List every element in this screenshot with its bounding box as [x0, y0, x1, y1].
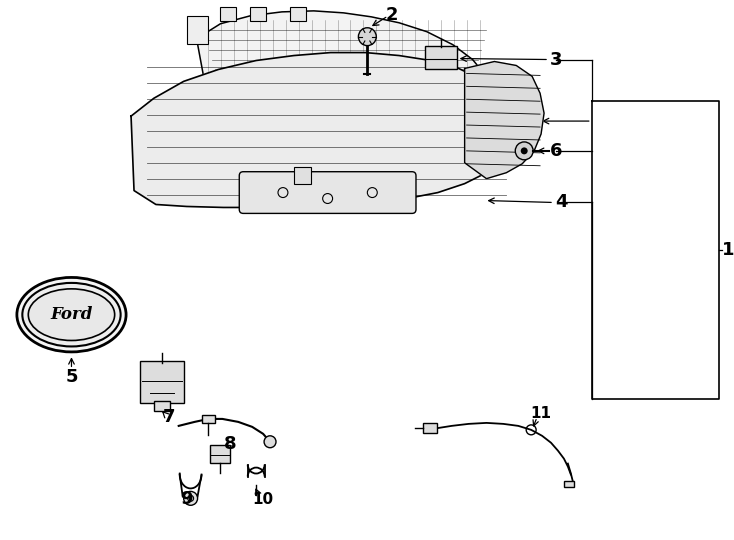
Text: 2: 2 [386, 6, 399, 24]
FancyBboxPatch shape [140, 361, 184, 403]
FancyBboxPatch shape [425, 45, 457, 70]
Circle shape [188, 495, 194, 501]
Bar [423, 423, 437, 433]
Text: 7: 7 [162, 408, 175, 426]
Text: 8: 8 [224, 435, 236, 453]
Circle shape [520, 147, 528, 154]
Text: 4: 4 [555, 193, 567, 212]
Polygon shape [197, 11, 495, 179]
Circle shape [515, 142, 533, 160]
Bar [154, 401, 170, 411]
Text: 9: 9 [181, 490, 193, 508]
Bar [211, 445, 230, 463]
Polygon shape [131, 52, 515, 207]
Text: 10: 10 [252, 492, 274, 507]
Circle shape [358, 28, 377, 45]
Ellipse shape [17, 278, 126, 352]
Text: 3: 3 [550, 51, 562, 69]
Text: 1: 1 [722, 241, 734, 259]
Text: Ford: Ford [51, 306, 92, 323]
FancyBboxPatch shape [239, 172, 416, 213]
Circle shape [184, 491, 197, 505]
Text: 6: 6 [550, 142, 562, 160]
Bar [564, 482, 574, 488]
Bar [186, 16, 208, 44]
Text: 11: 11 [531, 407, 551, 421]
Circle shape [264, 436, 276, 448]
Bar [220, 7, 236, 21]
Bar [202, 415, 216, 423]
Bar [290, 7, 306, 21]
Ellipse shape [22, 283, 120, 347]
Polygon shape [465, 62, 544, 179]
Text: 5: 5 [65, 368, 78, 386]
Bar [250, 7, 266, 21]
Ellipse shape [29, 289, 115, 341]
